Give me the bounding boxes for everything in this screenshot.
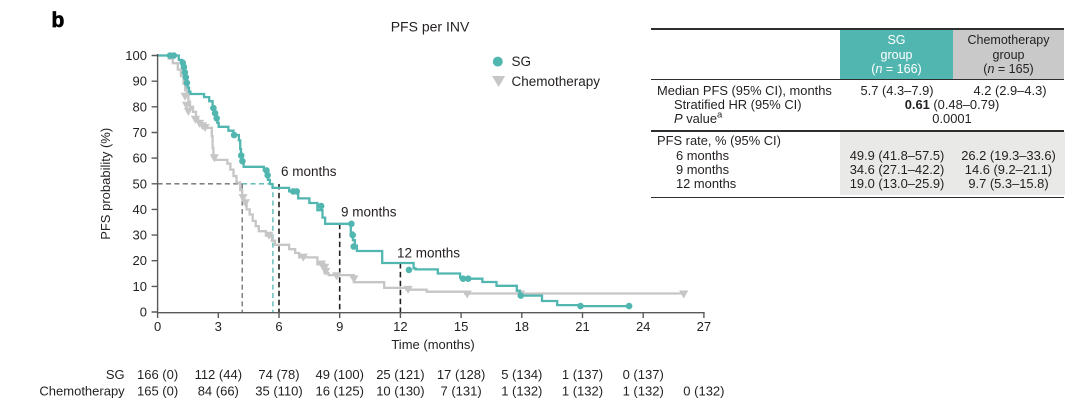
svg-text:90: 90 (133, 74, 147, 89)
svg-text:SG: SG (512, 54, 532, 69)
svg-text:7 (131): 7 (131) (440, 384, 481, 399)
svg-text:PFS probability (%): PFS probability (%) (98, 128, 113, 240)
svg-text:6: 6 (275, 319, 282, 334)
svg-text:9: 9 (336, 319, 343, 334)
svg-text:0 (132): 0 (132) (683, 384, 724, 399)
svg-text:30: 30 (133, 228, 147, 243)
svg-text:21: 21 (575, 319, 589, 334)
svg-text:0: 0 (140, 305, 147, 320)
svg-text:25 (121): 25 (121) (376, 367, 424, 382)
svg-text:PFS per INV: PFS per INV (391, 19, 470, 35)
svg-text:3: 3 (215, 319, 222, 334)
svg-text:80: 80 (133, 99, 147, 114)
svg-text:0 (137): 0 (137) (623, 367, 664, 382)
svg-text:1 (132): 1 (132) (501, 384, 542, 399)
svg-text:15: 15 (454, 319, 468, 334)
svg-text:6 months: 6 months (281, 164, 337, 179)
svg-text:5 (134): 5 (134) (501, 367, 542, 382)
svg-text:35 (110): 35 (110) (255, 384, 302, 399)
svg-text:20: 20 (133, 253, 147, 268)
svg-text:10: 10 (133, 279, 147, 294)
svg-text:12 months: 12 months (397, 246, 460, 261)
svg-text:74 (78): 74 (78) (258, 367, 299, 382)
svg-text:60: 60 (133, 151, 147, 166)
svg-text:24: 24 (636, 319, 650, 334)
svg-text:Chemotherapy: Chemotherapy (39, 384, 125, 399)
svg-text:165 (0): 165 (0) (137, 384, 178, 399)
svg-text:17 (128): 17 (128) (437, 367, 485, 382)
svg-text:84 (66): 84 (66) (198, 384, 239, 399)
svg-text:166 (0): 166 (0) (137, 367, 178, 382)
svg-text:1 (132): 1 (132) (562, 384, 603, 399)
svg-text:16 (125): 16 (125) (315, 384, 363, 399)
svg-text:27: 27 (697, 319, 711, 334)
svg-text:10 (130): 10 (130) (376, 384, 424, 399)
svg-text:100: 100 (125, 48, 147, 63)
svg-text:50: 50 (133, 176, 147, 191)
svg-text:70: 70 (133, 125, 147, 140)
svg-text:9 months: 9 months (341, 205, 397, 220)
svg-text:SG: SG (106, 367, 125, 382)
svg-text:112 (44): 112 (44) (195, 367, 242, 382)
svg-text:49 (100): 49 (100) (315, 367, 363, 382)
svg-text:Time (months): Time (months) (391, 337, 474, 352)
svg-text:0: 0 (154, 319, 161, 334)
svg-text:Chemotherapy: Chemotherapy (512, 74, 601, 89)
svg-text:1 (137): 1 (137) (562, 367, 603, 382)
svg-text:1 (132): 1 (132) (623, 384, 664, 399)
svg-text:40: 40 (133, 202, 147, 217)
svg-text:18: 18 (515, 319, 529, 334)
svg-text:12: 12 (393, 319, 407, 334)
